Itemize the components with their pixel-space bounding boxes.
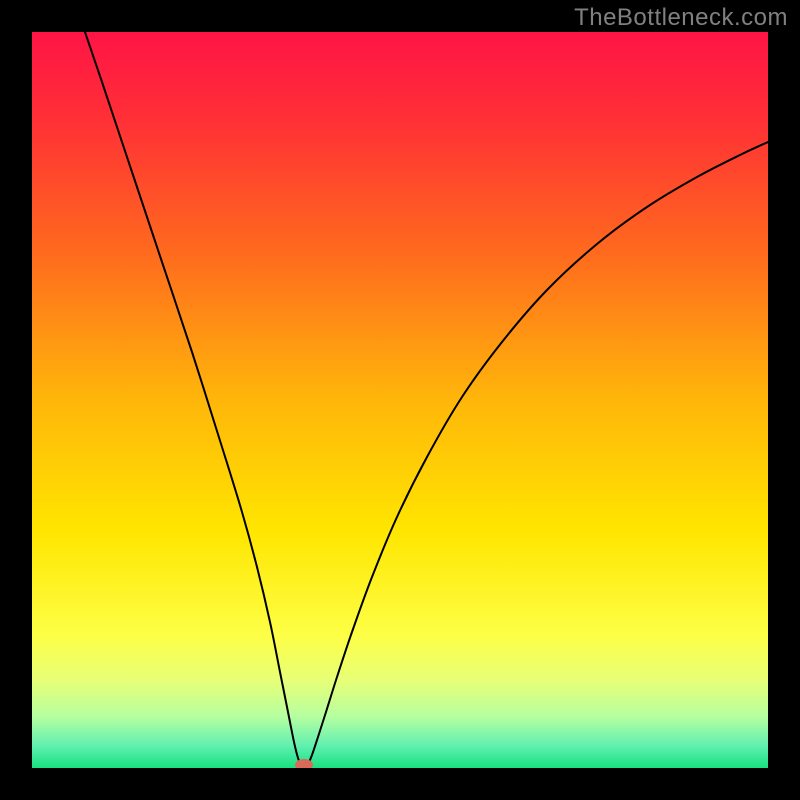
bottleneck-curve — [85, 32, 768, 768]
root-frame: TheBottleneck.com — [0, 0, 800, 800]
watermark-text: TheBottleneck.com — [574, 4, 788, 32]
curve-svg — [32, 32, 768, 768]
plot-area — [32, 32, 768, 768]
